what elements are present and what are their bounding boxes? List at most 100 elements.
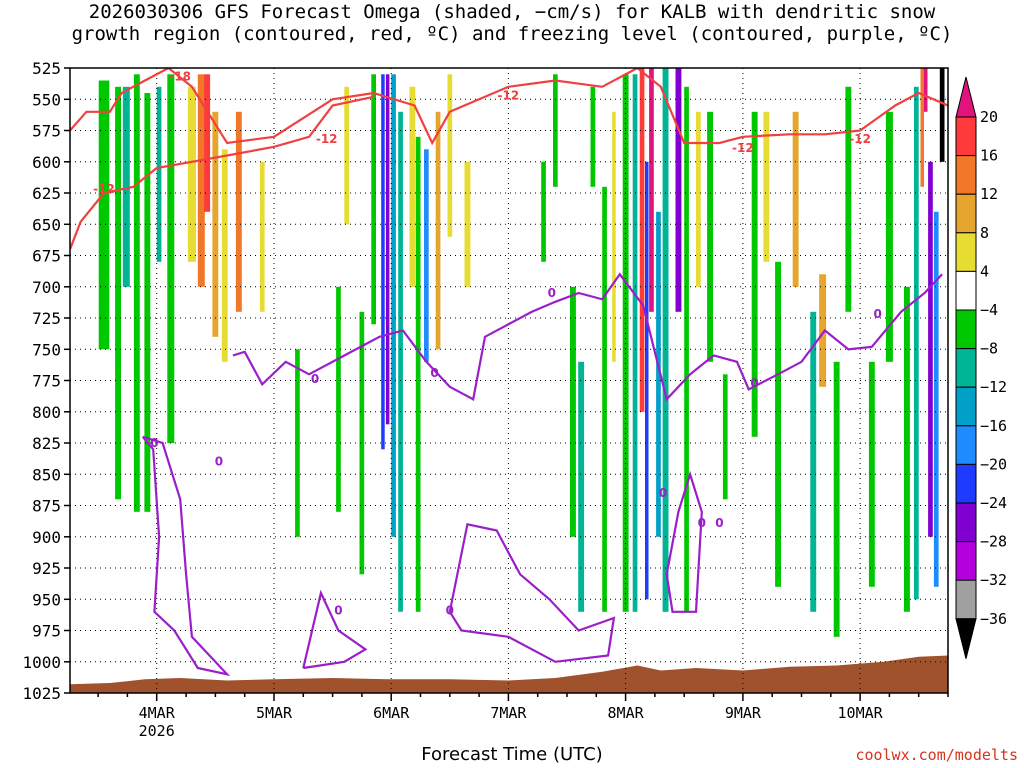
colorbar-swatch-8	[955, 386, 977, 427]
omega-column-64	[939, 68, 945, 162]
omega-column-7	[187, 86, 196, 262]
credit-link[interactable]: coolwx.com/modelts	[855, 746, 1018, 764]
omega-column-11	[221, 149, 228, 362]
omega-column-1	[115, 86, 121, 500]
colorbar-label-0: 20	[980, 108, 998, 126]
omega-column-42	[662, 68, 669, 612]
omega-column-24	[415, 136, 421, 612]
omega-column-32	[578, 361, 585, 612]
omega-column-26	[435, 111, 441, 350]
omega-column-61	[924, 68, 928, 112]
colorbar-swatch-6	[955, 309, 977, 350]
colorbar-label-9: −20	[980, 455, 1007, 473]
omega-column-13	[259, 161, 265, 312]
omega-column-27	[447, 74, 453, 237]
omega-column-19	[381, 74, 385, 450]
y-tick-label-775: 775	[32, 372, 61, 391]
omega-column-34	[602, 186, 607, 612]
omega-column-29	[541, 161, 546, 262]
y-tick-label-1025: 1025	[22, 684, 61, 703]
colorbar-label-3: 8	[980, 224, 989, 242]
colorbar: 20 16 12 8 4 −4 −8 −12 −16 −20 −24 −28 −32 −36	[955, 76, 1007, 659]
omega-column-50	[775, 261, 781, 587]
omega-column-63	[933, 211, 939, 587]
y-tick-label-625: 625	[32, 184, 61, 203]
freezing-contour-label-11: 0	[334, 603, 342, 617]
freezing-contour-label-9: 0	[715, 516, 723, 530]
omega-column-44	[684, 86, 689, 612]
omega-column-46	[707, 111, 713, 362]
freezing-pocket-contour-3	[665, 470, 703, 613]
y-tick-label-950: 950	[32, 590, 61, 609]
dgz-contour-label-5: -12	[849, 132, 871, 146]
colorbar-swatch-5	[955, 270, 977, 311]
colorbar-swatch-1	[955, 116, 977, 157]
omega-column-45	[696, 111, 701, 287]
x-axis-label: Forecast Time (UTC)	[421, 744, 603, 765]
x-tick-label-5MAR: 5MAR	[256, 704, 293, 722]
freezing-pocket-contour-0	[141, 435, 231, 677]
colorbar-label-6: −8	[980, 340, 998, 358]
omega-column-22	[398, 111, 403, 612]
omega-column-25	[424, 149, 429, 362]
omega-column-55	[845, 86, 852, 312]
omega-column-3	[133, 74, 140, 512]
omega-column-47	[722, 374, 728, 500]
colorbar-swatch-11	[955, 502, 977, 543]
y-tick-label-575: 575	[32, 122, 61, 141]
colorbar-swatch-12	[955, 541, 977, 581]
omega-column-57	[885, 111, 893, 362]
y-tick-label-700: 700	[32, 278, 61, 297]
omega-column-33	[590, 86, 596, 187]
colorbar-swatch-7	[955, 348, 977, 388]
omega-column-40	[649, 68, 654, 312]
dgz-contour-label-3: -12	[498, 88, 520, 102]
y-tick-label-650: 650	[32, 215, 61, 234]
freezing-pocket-contour-2	[448, 522, 616, 663]
omega-column-48	[751, 111, 758, 437]
dgz-contour-label-0: -18	[169, 70, 191, 84]
colorbar-label-1: 16	[980, 147, 998, 165]
omega-column-49	[763, 111, 770, 262]
omega-column-21	[391, 74, 396, 537]
colorbar-label-5: −4	[980, 301, 998, 319]
omega-column-51	[792, 111, 799, 287]
omega-column-2	[122, 86, 130, 287]
omega-column-5	[156, 86, 162, 262]
freezing-contour-label-5: 0	[215, 455, 223, 469]
omega-column-16	[344, 86, 349, 225]
x-tick-sublabel-4MAR: 2026	[139, 722, 175, 740]
x-tick-label-7MAR: 7MAR	[490, 704, 527, 722]
y-tick-label-550: 550	[32, 90, 61, 109]
omega-column-12	[235, 111, 242, 312]
colorbar-label-4: 4	[980, 262, 989, 280]
colorbar-label-12: −32	[980, 571, 1007, 589]
omega-column-0	[98, 80, 110, 350]
dgz-contour-label-1: -12	[93, 182, 115, 196]
freezing-contour-label-0: 0	[311, 372, 319, 386]
colorbar-swatch-10	[955, 463, 977, 504]
freezing-pocket-contour-1	[302, 589, 368, 670]
colorbar-label-8: −16	[980, 417, 1007, 435]
y-tick-label-850: 850	[32, 465, 61, 484]
y-tick-label-600: 600	[32, 153, 61, 172]
freezing-contour-label-8: 0	[698, 516, 706, 530]
omega-column-35	[612, 111, 616, 362]
x-tick-label-4MAR: 4MAR	[139, 704, 176, 722]
dgz-contour-upper	[70, 68, 948, 146]
omega-column-28	[464, 161, 471, 287]
omega-column-43	[675, 68, 682, 312]
omega-column-56	[868, 361, 875, 587]
freezing-contour-label-3: 0	[750, 376, 758, 390]
x-tick-label-9MAR: 9MAR	[725, 704, 762, 722]
freezing-contour-label-7: 0	[659, 486, 667, 500]
omega-column-52	[810, 311, 817, 612]
omega-column-20	[385, 74, 390, 425]
y-tick-label-925: 925	[32, 559, 61, 578]
omega-column-9	[204, 74, 211, 212]
omega-column-17	[359, 311, 365, 575]
ground-surface	[70, 655, 948, 693]
colorbar-label-2: 12	[980, 185, 998, 203]
